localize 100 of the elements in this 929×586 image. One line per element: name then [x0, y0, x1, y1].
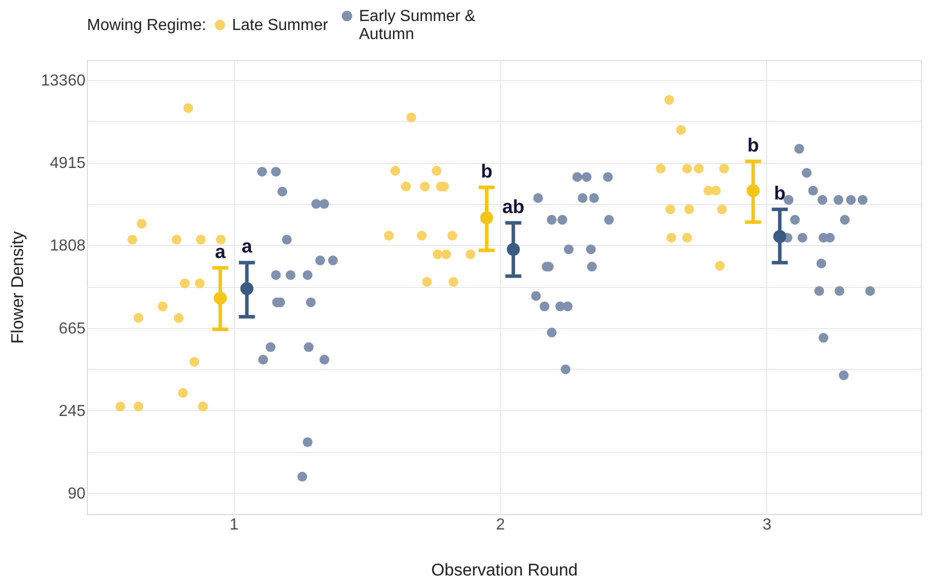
annotation: b	[480, 161, 492, 182]
point	[448, 277, 458, 287]
point	[302, 437, 312, 447]
point	[180, 278, 190, 288]
point	[172, 234, 182, 244]
y-tick-label: 90	[68, 486, 86, 503]
point	[682, 232, 692, 243]
annotation: b	[747, 135, 759, 156]
point	[557, 214, 568, 225]
point	[586, 244, 596, 254]
x-tick-label: 1	[230, 516, 239, 534]
point	[384, 230, 394, 241]
point	[286, 270, 296, 280]
point	[306, 297, 316, 308]
point	[282, 234, 292, 244]
point	[578, 193, 588, 203]
point	[840, 214, 850, 225]
point	[258, 354, 268, 365]
point	[834, 286, 844, 296]
point	[746, 184, 760, 198]
point	[401, 182, 411, 192]
point	[178, 388, 188, 398]
point	[271, 270, 281, 280]
legend-label: Late Summer	[232, 17, 329, 34]
point	[420, 182, 430, 192]
point	[432, 166, 442, 176]
point	[717, 204, 727, 214]
point	[320, 354, 330, 365]
point	[546, 214, 557, 225]
point	[422, 277, 432, 287]
point	[603, 172, 613, 182]
point	[194, 278, 205, 288]
point	[684, 204, 694, 214]
annotation: a	[242, 236, 253, 258]
point	[127, 234, 138, 244]
point	[825, 232, 835, 243]
point	[257, 166, 267, 177]
point	[773, 230, 786, 243]
point	[190, 357, 200, 367]
point	[784, 195, 794, 205]
point	[587, 262, 597, 272]
x-axis-title: Observation Round	[431, 560, 578, 580]
y-tick-label: 4915	[50, 155, 86, 172]
y-tick-label: 245	[58, 402, 86, 420]
point	[531, 291, 541, 301]
point	[814, 286, 824, 296]
x-tick-label: 2	[496, 516, 506, 534]
point	[447, 230, 458, 241]
point	[808, 186, 818, 196]
point	[589, 193, 599, 203]
point	[174, 313, 184, 323]
point	[676, 125, 686, 135]
point	[794, 144, 804, 154]
point	[297, 472, 308, 482]
point	[533, 193, 543, 203]
point	[304, 342, 314, 352]
point	[694, 164, 704, 174]
point	[818, 332, 828, 343]
point	[798, 232, 808, 243]
y-tick-label: 1808	[50, 238, 86, 255]
point	[546, 328, 557, 338]
annotation: b	[774, 183, 786, 204]
point	[540, 302, 550, 312]
point	[666, 232, 676, 243]
y-tick-label: 13360	[41, 72, 86, 90]
point	[328, 256, 338, 266]
point	[406, 112, 416, 122]
point	[277, 186, 288, 196]
point	[834, 195, 844, 205]
point	[604, 214, 614, 225]
point	[714, 260, 725, 271]
point	[214, 292, 227, 305]
point	[432, 249, 443, 260]
point	[240, 282, 254, 296]
y-axis-title: Flower Density	[8, 230, 28, 344]
point	[802, 168, 812, 178]
point	[858, 195, 868, 205]
point	[480, 211, 494, 224]
point	[198, 402, 208, 412]
point	[216, 234, 226, 244]
y-tick-label: 665	[58, 320, 86, 338]
point	[664, 94, 674, 105]
point	[816, 258, 826, 268]
point	[564, 244, 574, 254]
point	[441, 249, 452, 260]
point	[665, 204, 676, 214]
x-tick-label: 3	[762, 516, 772, 534]
point	[302, 270, 312, 280]
point	[846, 195, 856, 205]
point	[790, 214, 800, 225]
point	[158, 302, 168, 312]
point	[315, 256, 326, 266]
point	[818, 195, 828, 205]
point	[319, 199, 330, 209]
point	[390, 166, 400, 176]
annotation: a	[214, 242, 226, 263]
legend-label: Early Summer & Autumn	[359, 8, 476, 43]
point	[416, 230, 427, 241]
point	[838, 370, 849, 380]
point	[710, 186, 721, 196]
